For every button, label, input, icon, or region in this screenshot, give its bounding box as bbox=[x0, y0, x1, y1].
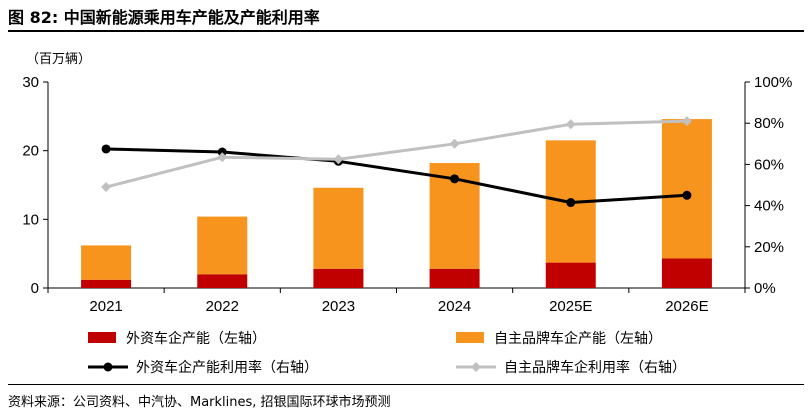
x-category-label: 2023 bbox=[322, 298, 355, 315]
x-category-label: 2025E bbox=[549, 298, 592, 315]
series-point bbox=[101, 182, 112, 193]
bar-segment bbox=[313, 268, 364, 288]
right-tick-label: 0% bbox=[754, 280, 776, 297]
series-point bbox=[682, 190, 692, 200]
bar-segment bbox=[661, 119, 712, 259]
series-line bbox=[106, 147, 688, 205]
series-point bbox=[681, 116, 692, 127]
source-note: 资料来源：公司资料、中汽协、Marklines, 招银国际环球市场预测 bbox=[8, 395, 391, 410]
title-rule bbox=[8, 30, 804, 32]
left-tick-label: 0 bbox=[31, 280, 39, 297]
left-tick-label: 30 bbox=[22, 74, 39, 91]
bar-segment bbox=[429, 268, 480, 288]
series-point bbox=[333, 154, 344, 165]
legend-swatch bbox=[88, 332, 116, 343]
x-category-label: 2024 bbox=[438, 298, 471, 315]
right-tick-label: 20% bbox=[754, 239, 784, 256]
bar-segment bbox=[313, 187, 364, 269]
source-rule bbox=[8, 384, 804, 385]
right-tick-label: 40% bbox=[754, 198, 784, 215]
left-tick-label: 20 bbox=[22, 143, 39, 160]
series-point bbox=[449, 138, 460, 149]
x-category-label: 2026E bbox=[665, 298, 708, 315]
series-point bbox=[101, 144, 111, 154]
x-category-label: 2022 bbox=[206, 298, 239, 315]
bar-segment bbox=[197, 274, 248, 288]
bar-segment bbox=[545, 262, 596, 288]
right-tick-label: 80% bbox=[754, 115, 784, 132]
legend-label: 外资车企产能（左轴） bbox=[126, 330, 266, 347]
series-point bbox=[565, 119, 576, 130]
figure-title: 图 82: 中国新能源乘用车产能及产能利用率 bbox=[8, 8, 320, 27]
left-axis-unit: （百万辆） bbox=[26, 52, 91, 67]
legend-marker bbox=[103, 362, 113, 372]
series-point bbox=[217, 147, 227, 157]
right-tick-label: 60% bbox=[754, 156, 784, 173]
left-tick-label: 10 bbox=[22, 211, 39, 228]
series-point bbox=[566, 198, 576, 208]
legend-label: 自主品牌车企产能（左轴） bbox=[494, 330, 662, 347]
right-tick-label: 100% bbox=[754, 74, 792, 91]
bar-segment bbox=[81, 279, 132, 288]
legend-label: 自主品牌车企利用率（右轴） bbox=[504, 359, 686, 376]
series-point bbox=[450, 174, 460, 184]
legend-marker bbox=[471, 362, 481, 372]
legend-label: 外资车企产能利用率（右轴） bbox=[136, 359, 318, 376]
series-point bbox=[217, 152, 228, 163]
bar-segment bbox=[81, 245, 132, 280]
series-line bbox=[105, 119, 687, 189]
bar-segment bbox=[661, 258, 712, 288]
legend-swatch bbox=[456, 332, 484, 343]
x-category-label: 2021 bbox=[89, 298, 122, 315]
bar-segment bbox=[197, 216, 248, 275]
